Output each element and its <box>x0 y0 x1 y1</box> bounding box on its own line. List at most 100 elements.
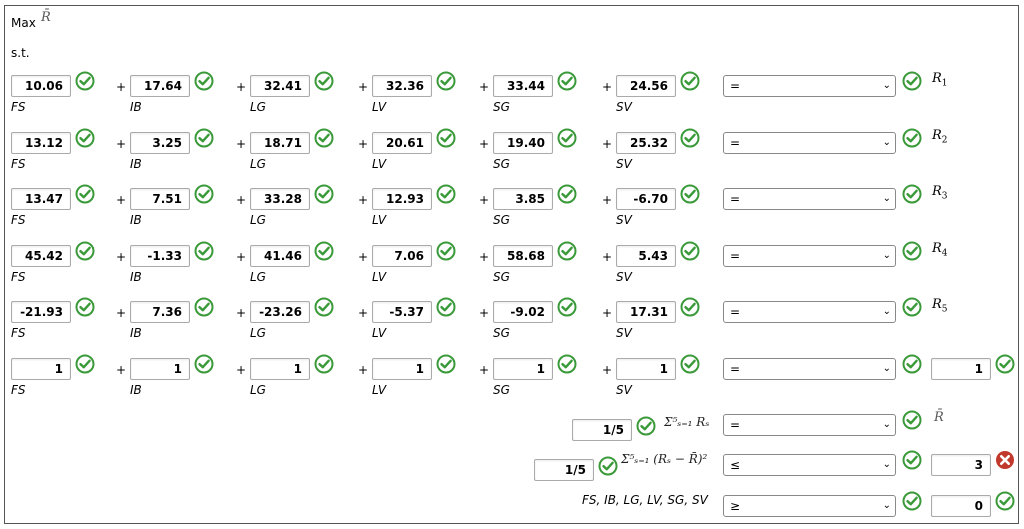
check-icon <box>194 297 214 317</box>
coef-input-sg[interactable]: 33.44 <box>493 75 553 97</box>
check-icon <box>314 71 334 91</box>
coef-input-fs[interactable]: 13.12 <box>11 132 71 154</box>
relation-select[interactable]: = ⌄ <box>723 245 896 267</box>
check-icon <box>314 241 334 261</box>
nonneg-relation-select[interactable]: ≥ ⌄ <box>723 495 896 517</box>
coef-input-lv[interactable]: 20.61 <box>372 132 432 154</box>
relation-select[interactable]: = ⌄ <box>723 75 896 97</box>
coef-input-sg[interactable]: 3.85 <box>493 188 553 210</box>
coef-input-ib[interactable]: 1 <box>130 358 190 380</box>
coef-input-lg[interactable]: 18.71 <box>250 132 310 154</box>
coef-input-fs[interactable]: 1 <box>11 358 71 380</box>
check-icon <box>557 71 577 91</box>
plus-sign: + <box>602 80 613 94</box>
coef-input-ib[interactable]: 17.64 <box>130 75 190 97</box>
relation-select[interactable]: = ⌄ <box>723 132 896 154</box>
form-frame <box>4 5 1019 524</box>
var-label-lv: LV <box>372 383 387 397</box>
check-icon <box>75 128 95 148</box>
check-icon <box>902 71 922 91</box>
check-icon <box>902 241 922 261</box>
coef-input-sv[interactable]: 5.43 <box>616 245 676 267</box>
coef-input-sg[interactable]: 1 <box>493 358 553 380</box>
check-icon <box>436 241 456 261</box>
check-icon <box>557 241 577 261</box>
check-icon <box>680 128 700 148</box>
check-icon <box>902 128 922 148</box>
plus-sign: + <box>602 306 613 320</box>
coef-input-ib[interactable]: 7.51 <box>130 188 190 210</box>
var-label-ib: IB <box>130 326 142 340</box>
nonneg-rhs-input[interactable]: 0 <box>931 495 991 517</box>
var-label-fs: FS <box>11 213 26 227</box>
plus-sign: + <box>358 306 369 320</box>
coef-input-fs[interactable]: 10.06 <box>11 75 71 97</box>
var-label-fs: FS <box>11 157 26 171</box>
coef-input-sg[interactable]: -9.02 <box>493 301 553 323</box>
var-label-fs: FS <box>11 270 26 284</box>
coef-input-ib[interactable]: 7.36 <box>130 301 190 323</box>
check-icon <box>194 354 214 374</box>
var-relation-select[interactable]: ≤ ⌄ <box>723 454 896 476</box>
var-label-sv: SV <box>616 100 632 114</box>
coef-input-sg[interactable]: 58.68 <box>493 245 553 267</box>
var-label-lg: LG <box>250 157 266 171</box>
rhs-input[interactable]: 1 <box>931 358 991 380</box>
plus-sign: + <box>116 306 127 320</box>
avg-formula: Σ⁵ₛ₌₁ Rₛ <box>664 415 710 429</box>
coef-input-ib[interactable]: 3.25 <box>130 132 190 154</box>
var-label-lg: LG <box>250 100 266 114</box>
plus-sign: + <box>236 250 247 264</box>
rhs-label: R5 <box>932 297 948 315</box>
plus-sign: + <box>236 193 247 207</box>
relation-select[interactable]: = ⌄ <box>723 188 896 210</box>
plus-sign: + <box>236 137 247 151</box>
plus-sign: + <box>479 193 490 207</box>
coef-input-lv[interactable]: 1 <box>372 358 432 380</box>
var-rhs-input[interactable]: 3 <box>931 454 991 476</box>
var-label-sv: SV <box>616 213 632 227</box>
coef-input-sv[interactable]: 25.32 <box>616 132 676 154</box>
coef-input-sv[interactable]: 24.56 <box>616 75 676 97</box>
coef-input-lv[interactable]: 12.93 <box>372 188 432 210</box>
coef-input-sv[interactable]: 1 <box>616 358 676 380</box>
check-icon <box>436 354 456 374</box>
coef-input-lv[interactable]: 32.36 <box>372 75 432 97</box>
plus-sign: + <box>602 137 613 151</box>
coef-input-sg[interactable]: 19.40 <box>493 132 553 154</box>
coef-input-fs[interactable]: 45.42 <box>11 245 71 267</box>
plus-sign: + <box>479 363 490 377</box>
relation-select[interactable]: = ⌄ <box>723 358 896 380</box>
var-label-fs: FS <box>11 100 26 114</box>
coef-input-lg[interactable]: 32.41 <box>250 75 310 97</box>
plus-sign: + <box>479 137 490 151</box>
var-coef-input[interactable]: 1/5 <box>534 459 594 481</box>
var-label-sg: SG <box>493 383 510 397</box>
relation-select[interactable]: = ⌄ <box>723 301 896 323</box>
coef-input-fs[interactable]: -21.93 <box>11 301 71 323</box>
coef-input-sv[interactable]: -6.70 <box>616 188 676 210</box>
var-label-ib: IB <box>130 157 142 171</box>
coef-input-lg[interactable]: 41.46 <box>250 245 310 267</box>
coef-input-fs[interactable]: 13.47 <box>11 188 71 210</box>
coef-input-lg[interactable]: 33.28 <box>250 188 310 210</box>
check-icon <box>680 71 700 91</box>
coef-input-lv[interactable]: 7.06 <box>372 245 432 267</box>
coef-input-sv[interactable]: 17.31 <box>616 301 676 323</box>
coef-input-lg[interactable]: -23.26 <box>250 301 310 323</box>
check-icon <box>436 297 456 317</box>
var-label-ib: IB <box>130 213 142 227</box>
check-icon <box>194 241 214 261</box>
objective-symbol: R̄ <box>41 10 51 25</box>
coef-input-lg[interactable]: 1 <box>250 358 310 380</box>
var-label-lv: LV <box>372 213 387 227</box>
plus-sign: + <box>479 306 490 320</box>
check-icon <box>75 184 95 204</box>
coef-input-lv[interactable]: -5.37 <box>372 301 432 323</box>
avg-relation-select[interactable]: = ⌄ <box>723 414 896 436</box>
check-icon <box>314 128 334 148</box>
avg-coef-input[interactable]: 1/5 <box>572 419 632 441</box>
check-icon <box>995 354 1015 374</box>
objective-label: Max <box>11 16 36 30</box>
coef-input-ib[interactable]: -1.33 <box>130 245 190 267</box>
